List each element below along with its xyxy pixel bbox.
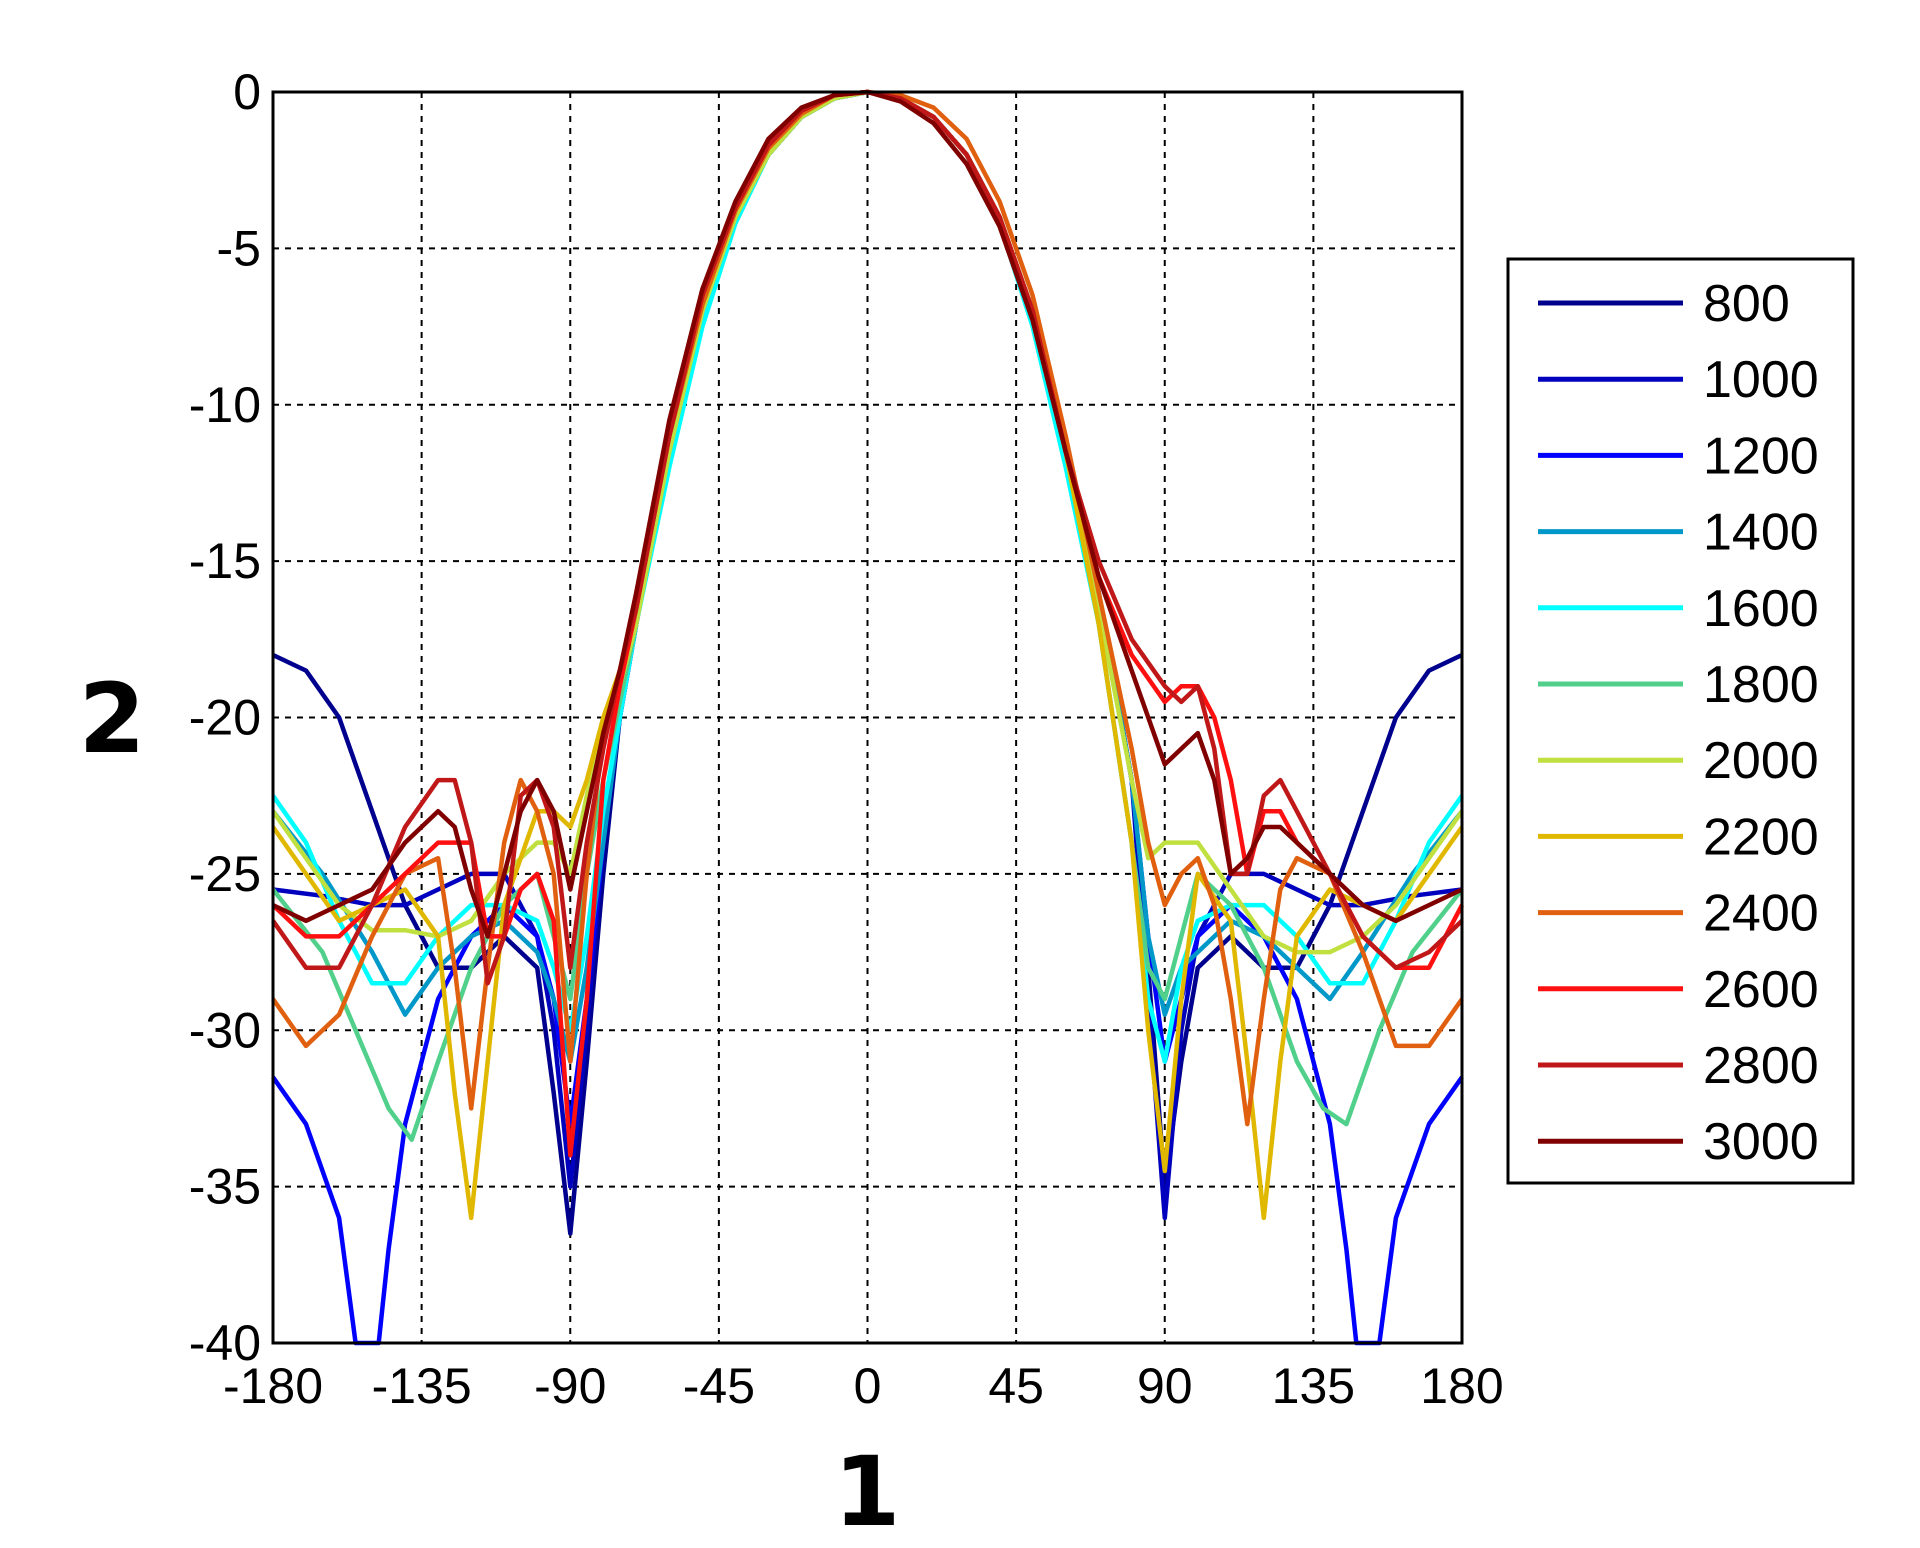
x-tick-label: -90 xyxy=(534,1358,606,1414)
x-axis-label: 1 xyxy=(834,1436,901,1548)
x-tick-label: 0 xyxy=(854,1358,882,1414)
x-tick-label: 45 xyxy=(988,1358,1044,1414)
legend-label-800: 800 xyxy=(1703,275,1790,333)
series-lines xyxy=(271,89,1464,1346)
x-tick-label: 180 xyxy=(1420,1358,1503,1414)
x-tick-label: -135 xyxy=(372,1358,472,1414)
y-tick-label: -35 xyxy=(189,1159,261,1215)
y-tick-label: -40 xyxy=(189,1315,261,1371)
legend-label-2400: 2400 xyxy=(1703,885,1819,943)
legend-label-1200: 1200 xyxy=(1703,427,1819,485)
legend-label-2800: 2800 xyxy=(1703,1037,1819,1095)
legend-items: 800 1000 1200 1400 1600 1800 2000 2200 2400 2600 2… xyxy=(1538,275,1819,1171)
legend-label-2200: 2200 xyxy=(1703,808,1819,866)
y-tick-label: -30 xyxy=(189,1002,261,1058)
x-tick-label: 135 xyxy=(1272,1358,1355,1414)
y-tick-label: -25 xyxy=(189,846,261,902)
x-tick-label: -45 xyxy=(683,1358,755,1414)
y-tick-labels: 0 -5 -10 -15 -20 -25 -30 -35 -40 xyxy=(189,64,261,1371)
x-tick-label: -180 xyxy=(223,1358,323,1414)
x-tick-label: 90 xyxy=(1137,1358,1193,1414)
legend-label-1600: 1600 xyxy=(1703,580,1819,638)
plot-area xyxy=(271,89,1464,1346)
legend-label-2000: 2000 xyxy=(1703,732,1819,790)
plot-border xyxy=(271,90,1464,1345)
legend: 800 1000 1200 1400 1600 1800 2000 2200 2400 2600 2… xyxy=(1506,257,1855,1185)
y-tick-label: -15 xyxy=(189,533,261,589)
x-tick-labels: -180 -135 -90 -45 0 45 90 135 180 xyxy=(223,1358,1504,1414)
y-tick-label: -5 xyxy=(217,220,261,276)
y-tick-label: -20 xyxy=(189,690,261,746)
legend-label-1800: 1800 xyxy=(1703,656,1819,714)
series-line-3000 xyxy=(272,89,1463,939)
y-tick-label: 0 xyxy=(233,64,261,120)
legend-label-1400: 1400 xyxy=(1703,504,1819,562)
legend-label-1000: 1000 xyxy=(1703,351,1819,409)
y-axis-label: 2 xyxy=(79,663,146,775)
legend-box xyxy=(1506,257,1855,1185)
y-tick-label: -10 xyxy=(189,377,261,433)
legend-label-3000: 3000 xyxy=(1703,1113,1819,1171)
legend-label-2600: 2600 xyxy=(1703,961,1819,1019)
